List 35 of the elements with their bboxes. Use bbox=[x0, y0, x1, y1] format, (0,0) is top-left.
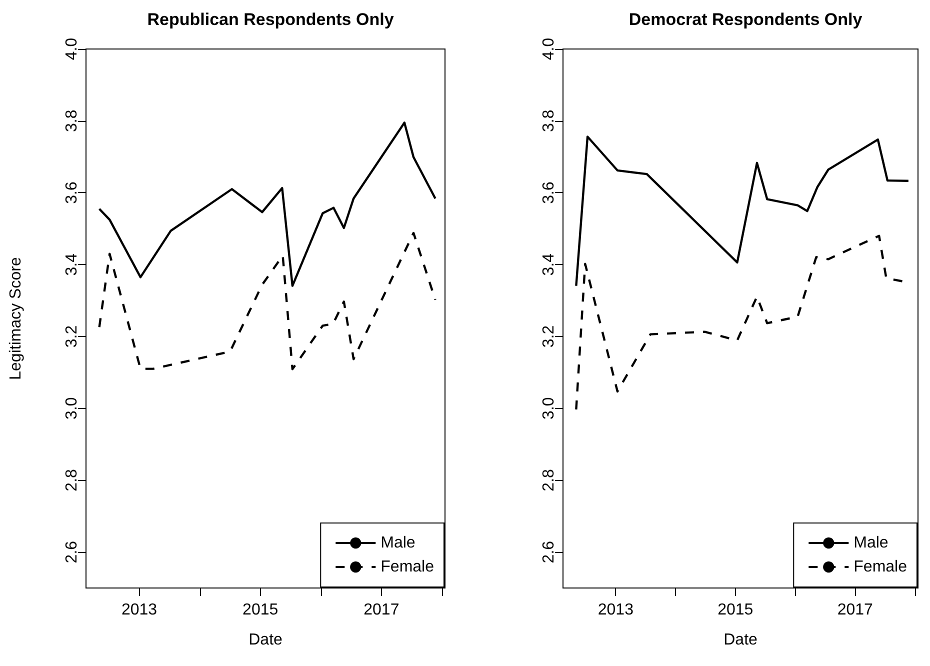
y-tick-label: 2.6 bbox=[540, 540, 558, 564]
chart-title: Republican Respondents Only bbox=[147, 10, 394, 29]
y-tick-label: 2.8 bbox=[64, 468, 80, 492]
legend-label: Female bbox=[854, 558, 908, 576]
x-tick-label: 2013 bbox=[121, 602, 158, 618]
y-tick-label: 3.8 bbox=[540, 110, 558, 132]
x-tick-label: 2013 bbox=[598, 602, 634, 618]
y-tick-label: 2.8 bbox=[540, 468, 558, 492]
line-series bbox=[98, 122, 436, 287]
y-tick-label: 2.6 bbox=[64, 540, 80, 564]
y-tick-label: 3.4 bbox=[64, 253, 80, 276]
y-tick-label: 3.0 bbox=[540, 397, 558, 420]
line-series bbox=[98, 232, 436, 370]
y-tick-label: 4.0 bbox=[540, 38, 558, 60]
x-axis-title: Date bbox=[724, 632, 758, 648]
legend-label: Male bbox=[380, 534, 416, 552]
x-tick-label: 2015 bbox=[242, 602, 278, 618]
x-axis-title: Date bbox=[248, 632, 282, 648]
x-tick-label: 2017 bbox=[837, 602, 874, 618]
y-tick-label: 3.8 bbox=[64, 110, 80, 132]
x-tick-label: 2017 bbox=[364, 602, 400, 618]
chart-title: Democrat Respondents Only bbox=[628, 10, 863, 29]
y-tick-label: 3.0 bbox=[64, 397, 80, 420]
legend-label: Male bbox=[854, 534, 888, 552]
line-series bbox=[575, 234, 905, 411]
y-axis-title: Legitimacy Score bbox=[8, 257, 24, 380]
legend-label: Female bbox=[380, 558, 434, 576]
y-tick-label: 3.6 bbox=[64, 182, 80, 204]
y-tick-label: 4.0 bbox=[64, 38, 80, 60]
y-tick-label: 3.4 bbox=[540, 253, 558, 276]
y-tick-label: 3.6 bbox=[540, 182, 558, 204]
y-tick-label: 3.2 bbox=[540, 325, 558, 348]
y-tick-label: 3.2 bbox=[64, 325, 80, 348]
x-tick-label: 2015 bbox=[718, 602, 754, 618]
line-series bbox=[575, 136, 910, 287]
